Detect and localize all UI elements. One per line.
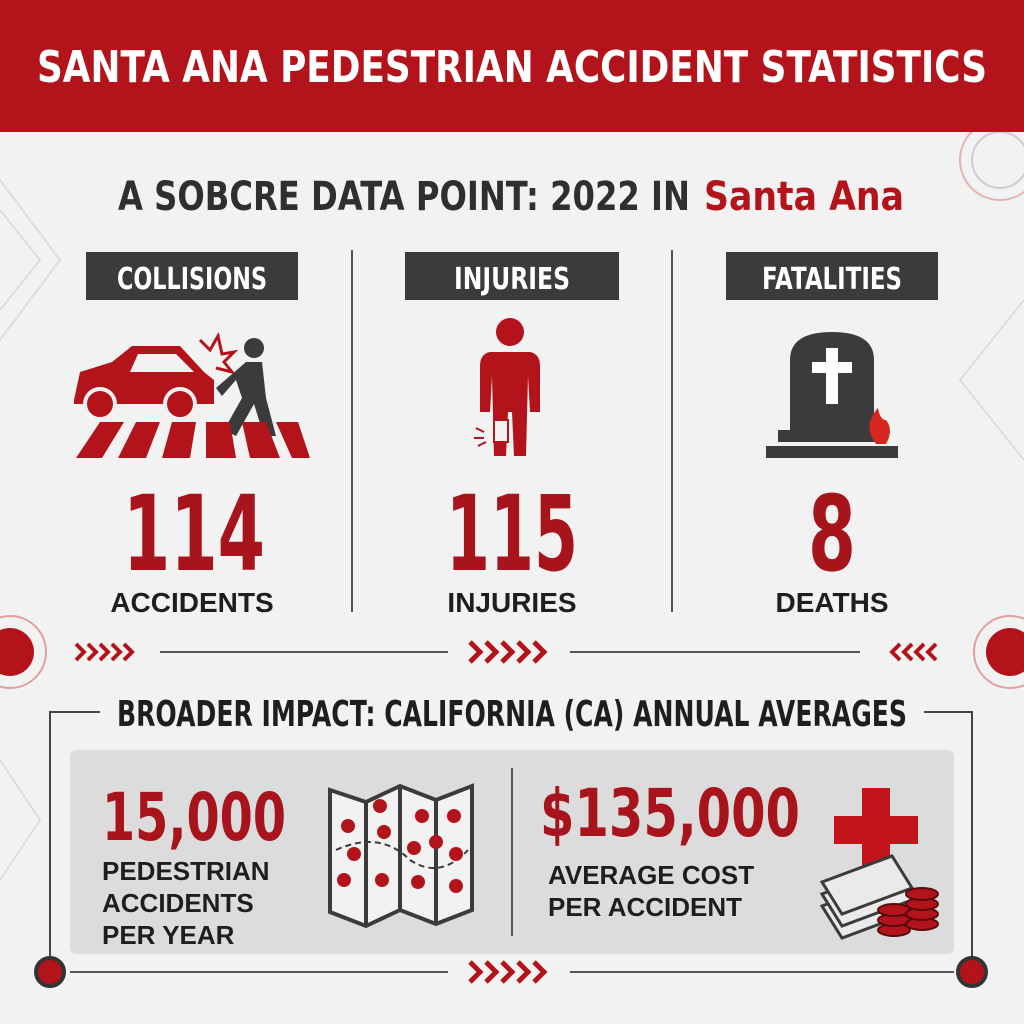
impact-line: PEDESTRIAN bbox=[102, 856, 270, 886]
stat-label: COLLISIONS bbox=[117, 262, 267, 297]
header-band bbox=[0, 0, 1024, 132]
stat-value: 8 bbox=[808, 473, 856, 595]
impact-line: AVERAGE COST bbox=[548, 860, 754, 890]
impact-line: PER YEAR bbox=[102, 920, 235, 950]
fatality-icon bbox=[766, 332, 898, 458]
collision-icon bbox=[74, 331, 310, 458]
stat-value: 114 bbox=[123, 473, 265, 595]
label-box bbox=[86, 252, 298, 300]
subtitle-place: Santa Ana bbox=[704, 174, 904, 220]
subtitle-lead: A SOBCRE DATA POINT: 2022 IN bbox=[118, 174, 690, 220]
map-icon bbox=[328, 783, 474, 929]
stat-label: INJURIES bbox=[454, 262, 570, 297]
impact-line: PER ACCIDENT bbox=[548, 892, 742, 922]
cost-icon bbox=[819, 788, 939, 940]
injury-icon bbox=[474, 318, 540, 456]
stat-label: FATALITIES bbox=[762, 262, 902, 297]
impact-value: $135,000 bbox=[540, 775, 800, 852]
impact-line: ACCIDENTS bbox=[102, 888, 254, 918]
impact-value: 15,000 bbox=[102, 779, 286, 856]
bottom-row bbox=[34, 956, 988, 988]
arrow-row bbox=[0, 615, 1024, 689]
frame bbox=[49, 711, 973, 970]
stat-unit: ACCIDENTS bbox=[110, 587, 273, 618]
label-box bbox=[405, 252, 619, 300]
stat-unit: INJURIES bbox=[447, 587, 576, 618]
label-box bbox=[726, 252, 938, 300]
broader-title: BROADER IMPACT: CALIFORNIA (CA) ANNUAL A… bbox=[117, 694, 907, 735]
stat-value: 115 bbox=[446, 473, 578, 595]
header-title: SANTA ANA PEDESTRIAN ACCIDENT STATISTICS bbox=[37, 42, 987, 93]
stat-unit: DEATHS bbox=[775, 587, 888, 618]
